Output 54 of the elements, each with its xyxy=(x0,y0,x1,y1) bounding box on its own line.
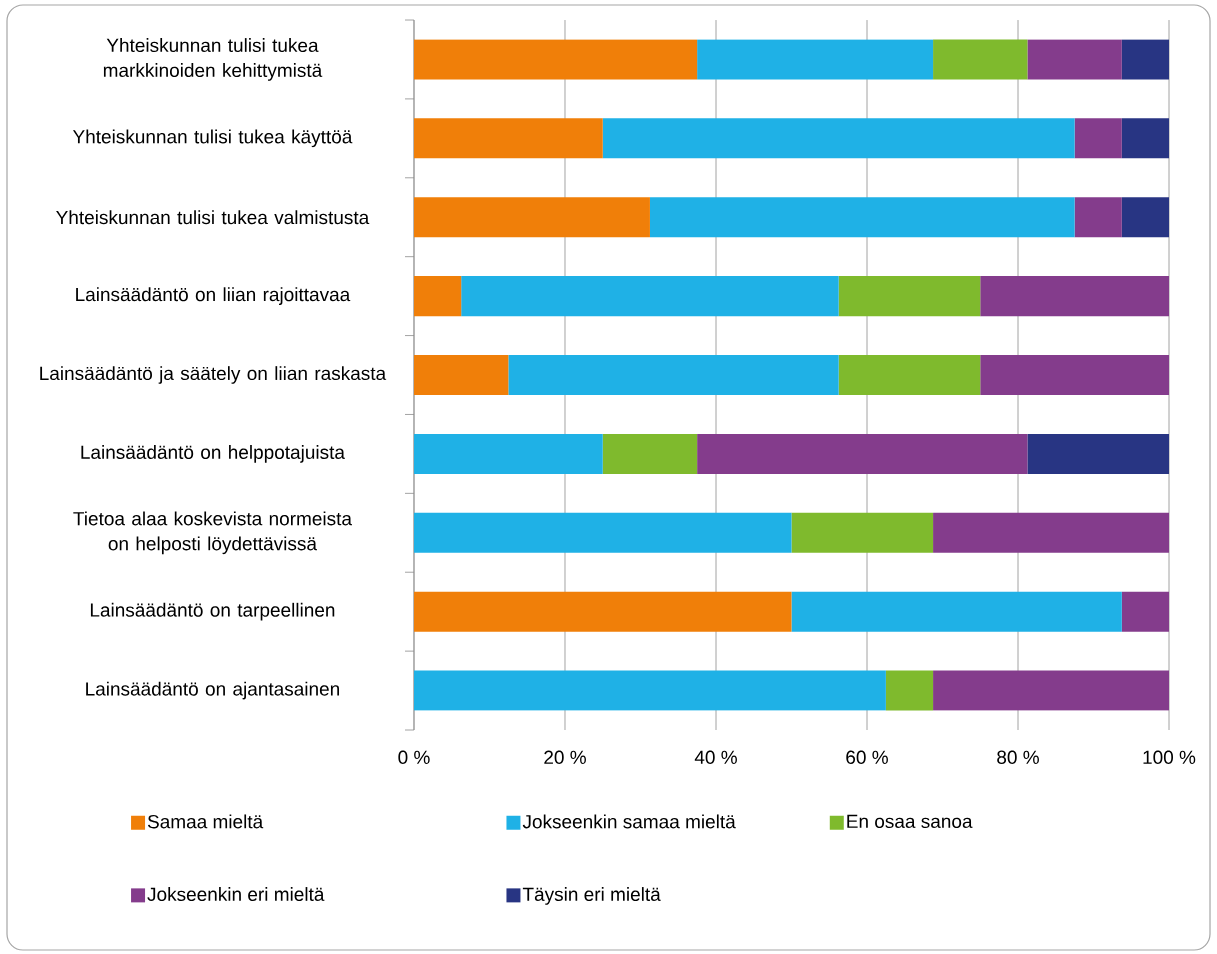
bar xyxy=(697,433,1028,474)
bar xyxy=(1027,433,1169,474)
legend-label: Jokseenkin eri mieltä xyxy=(147,887,325,902)
bar xyxy=(414,39,698,80)
bar xyxy=(414,433,603,474)
bar xyxy=(697,39,934,80)
bar xyxy=(980,355,1169,396)
x-tick-label: 0 % xyxy=(398,750,430,764)
bar xyxy=(933,512,1169,553)
bar xyxy=(838,276,981,317)
bar xyxy=(1121,197,1169,238)
bar xyxy=(414,276,462,317)
x-tick-label: 60 % xyxy=(846,750,888,764)
bar xyxy=(414,118,603,159)
legend-label: En osaa sanoa xyxy=(847,814,973,829)
bar xyxy=(1121,591,1169,632)
bar xyxy=(933,670,1169,711)
bar xyxy=(414,355,509,396)
bar xyxy=(791,591,1122,632)
bar xyxy=(414,591,792,632)
y-tick-label: Yhteiskunnan tulisi tukea markkinoiden kehittymistä xyxy=(103,38,323,81)
bar xyxy=(1074,118,1122,159)
bar xyxy=(461,276,839,317)
y-tick-label: Lainsäädäntö on liian rajoittavaa xyxy=(76,287,351,305)
legend-label: Samaa mieltä xyxy=(147,814,264,829)
bar xyxy=(602,118,1075,159)
bar xyxy=(980,276,1169,317)
bar xyxy=(885,670,934,711)
x-tick-label: 20 % xyxy=(544,750,586,764)
bar xyxy=(649,197,1075,238)
y-tick-label: Lainsäädäntö ja säätely on liian raskasta xyxy=(40,366,387,384)
y-tick-label: Tietoa alaa koskevista normeista on helposti löydettävissä xyxy=(73,511,352,555)
bar xyxy=(791,512,934,553)
bar xyxy=(1121,118,1169,159)
legend-label: Jokseenkin samaa mieltä xyxy=(522,814,736,829)
y-tick-label: Yhteiskunnan tulisi tukea käyttöä xyxy=(72,129,353,148)
y-tick-label: Lainsäädäntö on ajantasainen xyxy=(86,681,339,700)
bar xyxy=(414,670,886,711)
bar xyxy=(508,355,839,396)
x-tick-label: 100 % xyxy=(1143,750,1196,764)
x-tick-label: 80 % xyxy=(997,750,1039,764)
y-tick-label: Lainsäädäntö on helppotajuista xyxy=(81,445,345,463)
bar xyxy=(933,39,1028,80)
bar xyxy=(1121,39,1169,80)
bar xyxy=(602,433,698,474)
bar xyxy=(414,197,650,238)
bar xyxy=(838,355,981,396)
bar xyxy=(1027,39,1122,80)
y-tick-label: Lainsäädäntö on tarpeellinen xyxy=(90,602,335,621)
y-tick-label: Yhteiskunnan tulisi tukea valmistusta xyxy=(56,210,370,225)
legend-label: Täysin eri mieltä xyxy=(522,887,661,905)
x-tick-label: 40 % xyxy=(694,750,737,764)
bar xyxy=(414,512,792,553)
bar xyxy=(1074,197,1122,238)
